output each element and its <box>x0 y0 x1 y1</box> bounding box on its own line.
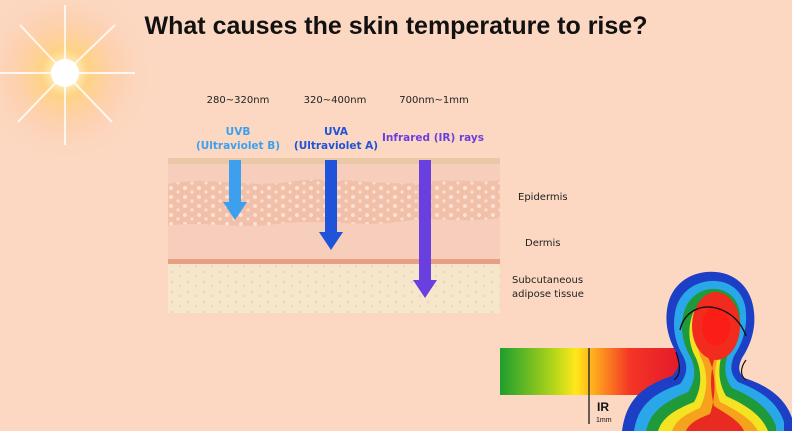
wavelength-uva: 320~400nm <box>303 95 367 106</box>
uvb-arrow <box>223 160 247 220</box>
sun-icon <box>0 0 160 168</box>
ray-uvb-sub: (Ultraviolet B) <box>195 140 281 152</box>
ray-uva-sub: (Ultraviolet A) <box>293 140 379 152</box>
ray-uvb-name: UVB <box>225 126 251 138</box>
uva-arrow <box>319 160 343 250</box>
ray-ir-label: Infrared (IR) rays <box>378 131 488 145</box>
label-subcutaneous-line2: adipose tissue <box>512 289 584 300</box>
ray-uvb-label: UVB (Ultraviolet B) <box>178 125 298 153</box>
page-title: What causes the skin temperature to rise… <box>144 12 648 40</box>
label-subcutaneous: Subcutaneous adipose tissue <box>512 274 584 302</box>
label-epidermis: Epidermis <box>518 192 568 203</box>
ray-ir-name: Infrared (IR) rays <box>382 132 484 144</box>
ray-uva-name: UVA <box>323 126 349 138</box>
dermis-border <box>168 259 500 264</box>
unit-label: 1mm <box>596 417 612 424</box>
wavelength-uvb: 280~320nm <box>206 95 270 106</box>
label-dermis: Dermis <box>525 238 561 249</box>
ir-label: IR <box>597 400 609 414</box>
label-subcutaneous-line1: Subcutaneous <box>512 275 584 286</box>
thermal-human-icon <box>622 271 792 431</box>
wavelength-ir: 700nm~1mm <box>399 95 469 106</box>
ir-arrow <box>413 160 437 298</box>
ray-uva-label: UVA (Ultraviolet A) <box>276 125 396 153</box>
